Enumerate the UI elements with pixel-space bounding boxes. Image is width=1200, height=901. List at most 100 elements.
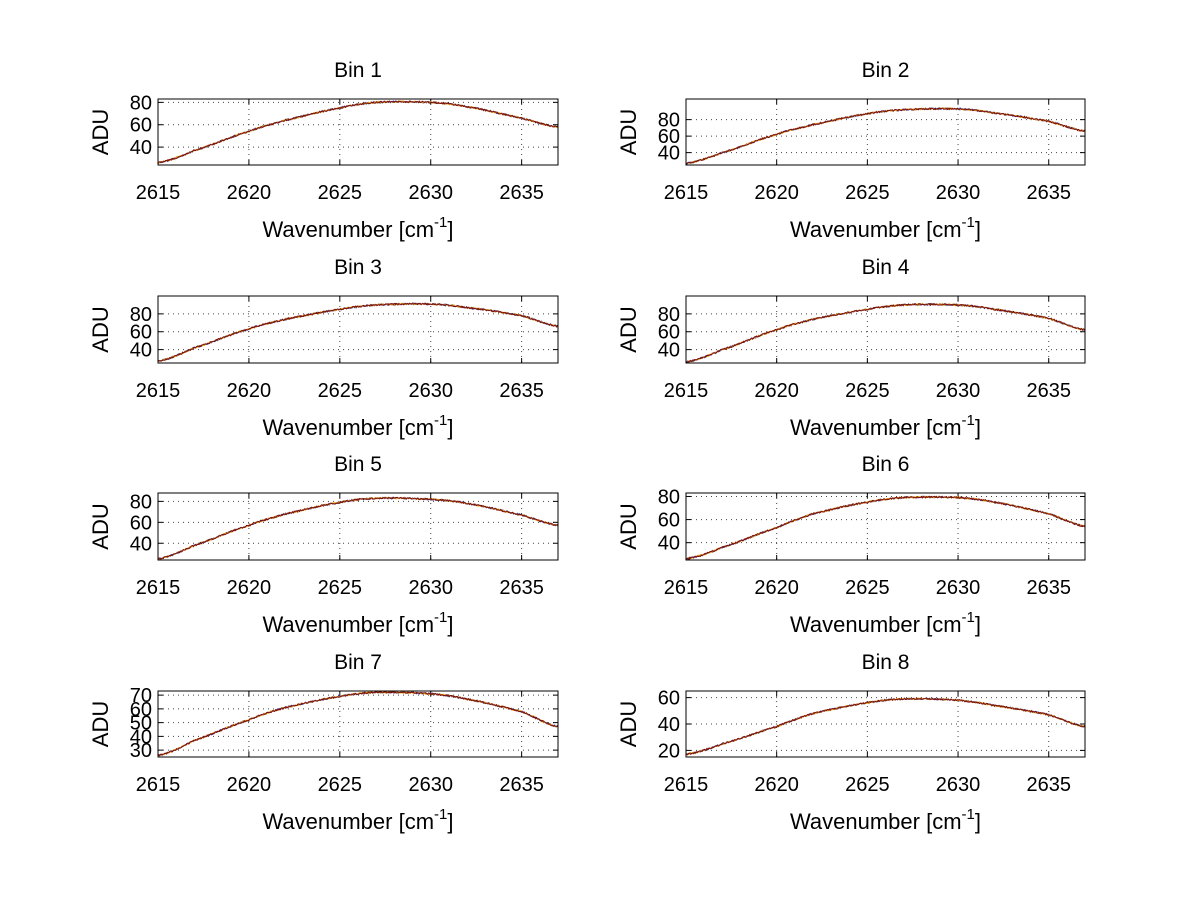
y-tick-label: 80 bbox=[130, 304, 152, 326]
y-tick-label: 80 bbox=[658, 486, 680, 508]
x-tick-label: 2635 bbox=[1026, 577, 1071, 599]
y-tick-label: 40 bbox=[130, 726, 152, 748]
y-tick-label: 60 bbox=[130, 322, 152, 344]
y-tick-label: 40 bbox=[658, 143, 680, 165]
x-tick-label: 2620 bbox=[754, 774, 799, 796]
x-tick-label: 2615 bbox=[664, 380, 709, 402]
y-tick-label: 40 bbox=[130, 340, 152, 362]
x-tick-label: 2635 bbox=[499, 182, 544, 204]
y-tick-label: 60 bbox=[130, 512, 152, 534]
y-tick-label: 60 bbox=[658, 688, 680, 710]
y-axis-label: ADU bbox=[616, 109, 641, 155]
y-tick-label: 20 bbox=[658, 740, 680, 762]
x-tick-label: 2630 bbox=[408, 380, 453, 402]
x-tick-label: 2625 bbox=[318, 774, 363, 796]
y-tick-label: 60 bbox=[658, 126, 680, 148]
x-tick-label: 2625 bbox=[318, 577, 363, 599]
y-tick-label: 80 bbox=[658, 110, 680, 132]
x-axis-label: Wavenumber [cm-1] bbox=[790, 412, 981, 440]
y-tick-label: 40 bbox=[130, 137, 152, 159]
x-axis-label: Wavenumber [cm-1] bbox=[790, 609, 981, 637]
spectrum-line bbox=[158, 691, 558, 757]
y-axis-label: ADU bbox=[616, 701, 641, 747]
x-tick-label: 2635 bbox=[1026, 182, 1071, 204]
x-tick-label: 2630 bbox=[936, 380, 981, 402]
x-axis-label: Wavenumber [cm-1] bbox=[262, 609, 453, 637]
x-tick-label: 2630 bbox=[936, 774, 981, 796]
spectrum-line bbox=[686, 107, 1085, 165]
subplot-title: Bin 5 bbox=[334, 453, 382, 476]
x-tick-label: 2630 bbox=[936, 182, 981, 204]
spectrum-line bbox=[686, 302, 1085, 363]
axes-frame bbox=[685, 690, 1086, 758]
x-tick-label: 2635 bbox=[499, 577, 544, 599]
x-tick-label: 2625 bbox=[318, 182, 363, 204]
y-tick-label: 60 bbox=[130, 115, 152, 137]
axes-frame bbox=[157, 295, 559, 364]
spectrum-line bbox=[158, 100, 558, 164]
subplot-title: Bin 1 bbox=[334, 59, 382, 82]
y-axis-label: ADU bbox=[88, 109, 113, 155]
spectrum-line bbox=[158, 496, 558, 560]
subplot-title: Bin 3 bbox=[334, 256, 382, 279]
x-tick-label: 2625 bbox=[845, 380, 890, 402]
x-axis-label: Wavenumber [cm-1] bbox=[262, 412, 453, 440]
spectrum-line bbox=[158, 496, 558, 560]
spectrum-line bbox=[686, 697, 1085, 756]
x-tick-label: 2635 bbox=[499, 380, 544, 402]
x-tick-label: 2630 bbox=[408, 182, 453, 204]
x-tick-label: 2630 bbox=[936, 577, 981, 599]
x-tick-label: 2630 bbox=[408, 577, 453, 599]
subplot-8: Bin 8 2615 2620 2625 2630 2635 20 40 60 ADU Wavenu… bbox=[616, 651, 1086, 834]
x-tick-label: 2620 bbox=[227, 774, 272, 796]
y-axis-label: ADU bbox=[616, 306, 641, 352]
spectrum-line bbox=[686, 303, 1085, 363]
x-tick-label: 2615 bbox=[664, 577, 709, 599]
x-tick-label: 2625 bbox=[845, 182, 890, 204]
axes-frame bbox=[685, 98, 1086, 166]
axes-frame bbox=[157, 98, 559, 166]
spectrum-line bbox=[686, 106, 1085, 165]
subplot-title: Bin 7 bbox=[334, 651, 382, 674]
subplot-title: Bin 6 bbox=[862, 453, 910, 476]
spectrum-line bbox=[158, 100, 558, 164]
y-tick-label: 80 bbox=[130, 92, 152, 114]
y-tick-label: 50 bbox=[130, 713, 152, 735]
x-axis-label: Wavenumber [cm-1] bbox=[790, 214, 981, 242]
x-axis-label: Wavenumber [cm-1] bbox=[262, 806, 453, 834]
x-tick-label: 2615 bbox=[136, 380, 181, 402]
x-tick-label: 2620 bbox=[754, 182, 799, 204]
y-tick-label: 40 bbox=[658, 340, 680, 362]
x-axis-label: Wavenumber [cm-1] bbox=[790, 806, 981, 834]
y-axis-label: ADU bbox=[616, 503, 641, 549]
spectrum-line bbox=[686, 107, 1085, 165]
x-tick-label: 2620 bbox=[227, 577, 272, 599]
axes-frame bbox=[157, 492, 559, 561]
spectrum-line bbox=[686, 697, 1085, 755]
y-tick-label: 40 bbox=[130, 533, 152, 555]
y-tick-label: 70 bbox=[130, 685, 152, 707]
y-axis-label: ADU bbox=[88, 503, 113, 549]
y-tick-label: 80 bbox=[130, 491, 152, 513]
x-tick-label: 2620 bbox=[227, 182, 272, 204]
x-tick-label: 2620 bbox=[227, 380, 272, 402]
spectrum-line bbox=[686, 495, 1085, 560]
y-tick-label: 40 bbox=[658, 533, 680, 555]
x-tick-label: 2620 bbox=[754, 380, 799, 402]
spectrum-line bbox=[686, 495, 1085, 560]
x-tick-label: 2625 bbox=[845, 774, 890, 796]
x-tick-label: 2615 bbox=[136, 774, 181, 796]
subplot-title: Bin 2 bbox=[862, 59, 910, 82]
axes-frame bbox=[685, 295, 1086, 364]
axes-frame bbox=[157, 690, 559, 758]
y-tick-label: 60 bbox=[658, 510, 680, 532]
y-tick-label: 60 bbox=[658, 322, 680, 344]
y-tick-label: 80 bbox=[658, 304, 680, 326]
x-tick-label: 2635 bbox=[499, 774, 544, 796]
subplot-title: Bin 8 bbox=[862, 651, 910, 674]
